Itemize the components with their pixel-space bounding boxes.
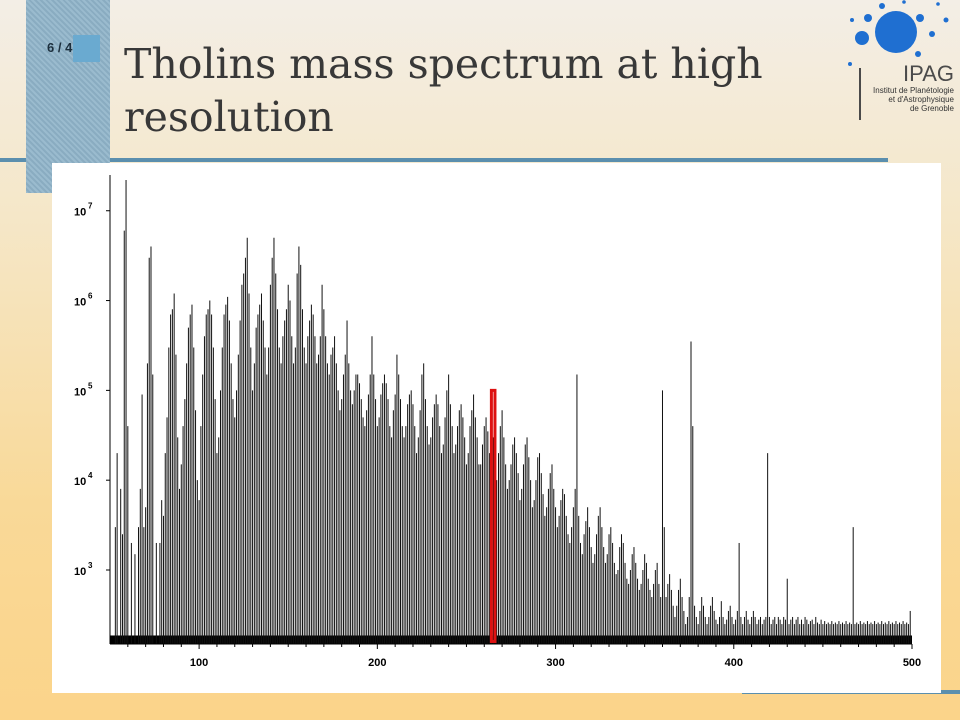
highlight-box <box>489 388 497 643</box>
y-tick-label-100000: 10 <box>74 386 86 398</box>
ipag-logo-dots <box>848 0 949 66</box>
logo-name: IPAG <box>903 61 954 86</box>
slide-title: Tholins mass spectrum at high resolution <box>124 40 763 141</box>
logo-subtitle-2: et d'Astrophysique <box>888 95 954 104</box>
y-tick-exponent-100000: 5 <box>88 381 93 390</box>
header-rule <box>110 158 888 162</box>
y-tick-exponent-10000000: 7 <box>88 202 93 211</box>
x-tick-label-200: 200 <box>368 657 386 669</box>
page-marker-square <box>73 35 100 62</box>
y-tick-exponent-1000000: 6 <box>88 292 93 301</box>
x-tick-label-500: 500 <box>903 657 921 669</box>
logo-divider <box>859 68 861 120</box>
logo-subtitle-1: Institut de Planétologie <box>873 86 954 95</box>
header-rule-left <box>0 158 26 162</box>
y-tick-label-10000: 10 <box>74 476 86 488</box>
logo-text: IPAG Institut de Planétologie et d'Astro… <box>873 61 954 114</box>
x-tick-label-400: 400 <box>725 657 743 669</box>
page-number-band <box>26 0 110 193</box>
mass-spectrum-chart: 100 200 300 400 500 10 3 10 4 10 5 10 6 10 7 <box>52 163 941 693</box>
page-number: 6 / 4 <box>47 40 73 55</box>
y-tick-exponent-1000: 3 <box>88 561 93 570</box>
y-tick-exponent-10000: 4 <box>88 471 93 480</box>
ipag-logo: IPAG Institut de Planétologie et d'Astro… <box>838 0 960 135</box>
y-tick-label-1000: 10 <box>74 566 86 578</box>
x-tick-label-300: 300 <box>546 657 564 669</box>
y-tick-label-10000000: 10 <box>74 207 86 219</box>
logo-subtitle-3: de Grenoble <box>909 104 954 113</box>
y-tick-label-1000000: 10 <box>74 297 86 309</box>
x-tick-label-100: 100 <box>190 657 208 669</box>
